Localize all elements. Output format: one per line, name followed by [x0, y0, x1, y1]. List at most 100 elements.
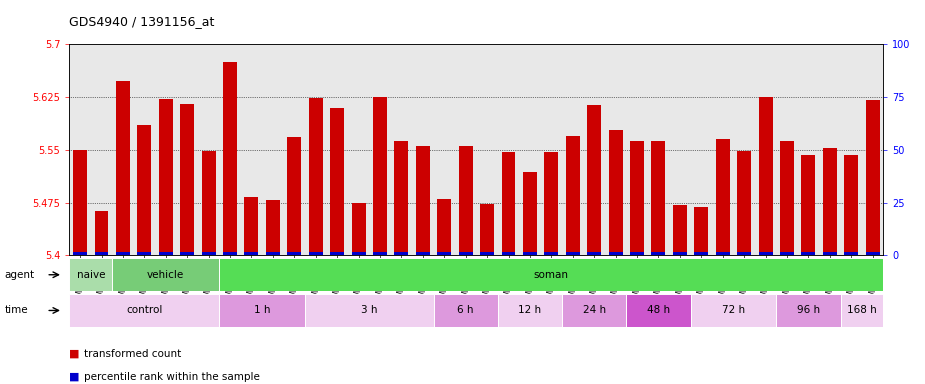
Bar: [373, 97, 387, 255]
Bar: [737, 252, 751, 255]
Bar: [841, 294, 883, 327]
Bar: [480, 204, 494, 255]
Bar: [823, 148, 837, 255]
Bar: [651, 141, 665, 255]
Bar: [416, 146, 430, 255]
Bar: [438, 252, 451, 255]
Bar: [69, 258, 112, 291]
Text: naive: naive: [77, 270, 105, 280]
Text: soman: soman: [534, 270, 569, 280]
Text: 168 h: 168 h: [847, 305, 877, 316]
Bar: [69, 294, 219, 327]
Bar: [202, 252, 216, 255]
Bar: [758, 97, 772, 255]
Text: 1 h: 1 h: [254, 305, 270, 316]
Text: control: control: [126, 305, 163, 316]
Bar: [801, 155, 815, 255]
Bar: [672, 252, 687, 255]
Bar: [352, 252, 365, 255]
Bar: [223, 62, 237, 255]
Bar: [138, 125, 152, 255]
Text: 24 h: 24 h: [583, 305, 606, 316]
Bar: [566, 252, 580, 255]
Text: ■: ■: [69, 349, 80, 359]
Bar: [223, 252, 237, 255]
Bar: [459, 146, 473, 255]
Text: 12 h: 12 h: [518, 305, 541, 316]
Bar: [866, 252, 880, 255]
Bar: [672, 205, 687, 255]
Bar: [498, 294, 562, 327]
Bar: [309, 252, 323, 255]
Bar: [480, 252, 494, 255]
Bar: [780, 252, 794, 255]
Bar: [695, 207, 709, 255]
Bar: [780, 141, 794, 255]
Bar: [438, 199, 451, 255]
Bar: [265, 252, 280, 255]
Bar: [116, 81, 130, 255]
Bar: [112, 258, 219, 291]
Bar: [823, 252, 837, 255]
Bar: [202, 151, 216, 255]
Bar: [330, 108, 344, 255]
Bar: [94, 252, 108, 255]
Text: agent: agent: [5, 270, 35, 280]
Bar: [501, 252, 515, 255]
Bar: [776, 294, 841, 327]
Bar: [716, 252, 730, 255]
Bar: [695, 252, 709, 255]
Text: transformed count: transformed count: [84, 349, 181, 359]
Bar: [265, 200, 280, 255]
Bar: [309, 98, 323, 255]
Bar: [716, 139, 730, 255]
Bar: [159, 99, 173, 255]
Text: GDS4940 / 1391156_at: GDS4940 / 1391156_at: [69, 15, 215, 28]
Bar: [180, 104, 194, 255]
Text: vehicle: vehicle: [147, 270, 184, 280]
Text: 96 h: 96 h: [796, 305, 820, 316]
Bar: [566, 136, 580, 255]
Bar: [630, 141, 644, 255]
Bar: [244, 197, 258, 255]
Bar: [587, 105, 601, 255]
Bar: [737, 151, 751, 255]
Bar: [138, 252, 152, 255]
Bar: [434, 294, 498, 327]
Bar: [609, 252, 623, 255]
Bar: [288, 137, 302, 255]
Bar: [501, 152, 515, 255]
Text: 6 h: 6 h: [458, 305, 474, 316]
Text: 48 h: 48 h: [647, 305, 670, 316]
Bar: [394, 252, 408, 255]
Bar: [330, 252, 344, 255]
Bar: [758, 252, 772, 255]
Bar: [523, 172, 536, 255]
Text: percentile rank within the sample: percentile rank within the sample: [84, 372, 260, 382]
Bar: [523, 252, 536, 255]
Bar: [609, 130, 623, 255]
Bar: [845, 156, 858, 255]
Bar: [545, 252, 559, 255]
Bar: [845, 252, 858, 255]
Bar: [801, 252, 815, 255]
Bar: [116, 252, 130, 255]
Text: time: time: [5, 305, 29, 316]
Bar: [219, 294, 305, 327]
Bar: [416, 252, 430, 255]
Text: ■: ■: [69, 372, 80, 382]
Bar: [459, 252, 473, 255]
Text: 3 h: 3 h: [361, 305, 377, 316]
Bar: [587, 252, 601, 255]
Bar: [562, 294, 626, 327]
Bar: [626, 294, 691, 327]
Bar: [73, 150, 87, 255]
Bar: [630, 252, 644, 255]
Bar: [866, 101, 880, 255]
Bar: [94, 211, 108, 255]
Bar: [159, 252, 173, 255]
Bar: [651, 252, 665, 255]
Bar: [305, 294, 434, 327]
Bar: [219, 258, 883, 291]
Bar: [691, 294, 776, 327]
